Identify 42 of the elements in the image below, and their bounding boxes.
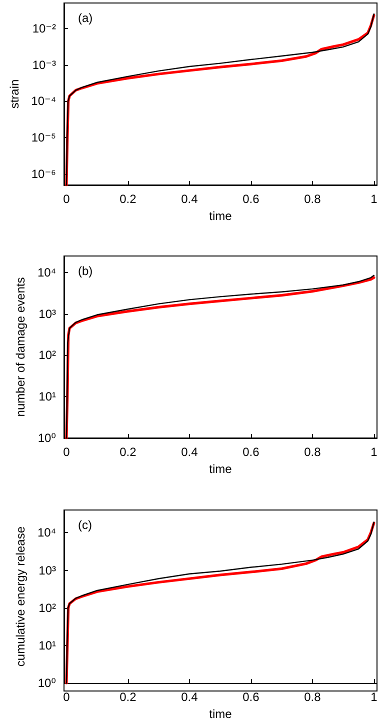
- x-axis-title: time: [209, 707, 232, 721]
- x-tick-label: 0.2: [120, 192, 137, 206]
- y-tick-label: 10⁻³: [32, 58, 56, 72]
- y-axis-title: cumulative energy release: [14, 526, 28, 667]
- y-tick-label: 10²: [38, 348, 56, 362]
- y-tick-label: 10²: [38, 600, 56, 615]
- x-axis-title: time: [209, 462, 232, 476]
- y-tick-label: 10³: [38, 563, 56, 578]
- x-tick-label: 0: [63, 192, 70, 206]
- x-axis-title: time: [209, 208, 232, 223]
- x-tick-label: 0.2: [120, 445, 137, 459]
- y-tick-label: 10⁴: [37, 265, 56, 280]
- annotation: (b): [78, 264, 93, 278]
- y-tick-label: 10⁻⁶: [31, 167, 56, 182]
- annotation: (c): [78, 518, 92, 532]
- x-tick-label: 0.4: [181, 690, 198, 704]
- x-tick-label: 0.2: [120, 690, 137, 704]
- x-tick-label: 0: [63, 445, 70, 459]
- x-tick-label: 0.8: [304, 445, 322, 459]
- x-tick-label: 0.6: [242, 445, 260, 459]
- y-tick-label: 10⁴: [37, 526, 56, 540]
- x-tick-label: 1: [370, 690, 378, 704]
- y-tick-label: 10⁻⁵: [31, 130, 56, 145]
- x-tick-label: 0.4: [181, 445, 198, 459]
- x-tick-label: 0: [63, 690, 70, 704]
- annotation: (a): [78, 11, 93, 25]
- x-tick-label: 0.6: [242, 690, 260, 704]
- x-tick-label: 0.8: [304, 690, 322, 704]
- y-tick-label: 10¹: [38, 390, 56, 404]
- y-tick-label: 10¹: [38, 638, 56, 652]
- x-tick-label: 0.4: [181, 192, 198, 206]
- x-tick-label: 0.6: [242, 192, 260, 206]
- y-tick-label: 10⁻⁴: [31, 94, 56, 108]
- x-tick-label: 1: [370, 192, 378, 206]
- y-axis-title: number of damage events: [14, 277, 28, 417]
- y-tick-label: 10⁰: [38, 676, 56, 690]
- x-tick-label: 0.8: [304, 192, 322, 206]
- y-axis-title: strain: [7, 79, 22, 109]
- x-tick-label: 1: [370, 445, 378, 459]
- y-tick-label: 10⁰: [38, 431, 56, 445]
- y-tick-label: 10⁻²: [32, 21, 56, 36]
- y-tick-label: 10³: [38, 306, 56, 321]
